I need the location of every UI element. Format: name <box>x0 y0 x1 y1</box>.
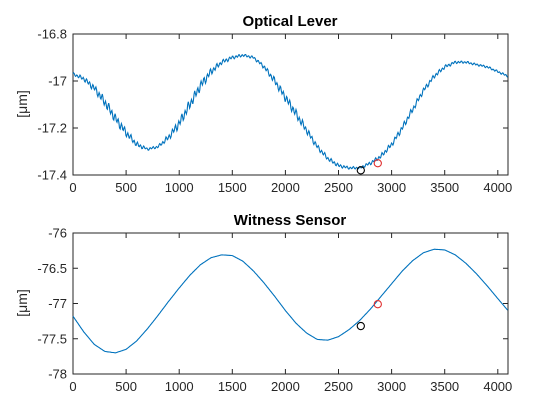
axis-ticks-witness-sensor: 0 500 1000 1500 2000 2500 3000 3500 4000 -76 -76.5… <box>37 226 512 395</box>
y-axis-label-optical-lever: [μm] <box>14 90 30 118</box>
markers-optical-lever <box>356 159 382 175</box>
black-circle-marker <box>356 321 365 331</box>
red-circle-marker <box>373 300 382 309</box>
x-tick-label-witness-sensor: 2000 <box>271 379 300 394</box>
y-tick-label-witness-sensor: -76.5 <box>37 261 67 276</box>
series-line-witness-sensor <box>72 248 509 354</box>
x-tick-label-witness-sensor: 3000 <box>377 379 406 394</box>
x-tick-label-optical-lever: 2000 <box>271 180 300 195</box>
y-tick-label-witness-sensor: -76 <box>48 226 67 241</box>
x-tick-label-optical-lever: 0 <box>69 180 76 195</box>
x-tick-label-optical-lever: 1500 <box>218 180 247 195</box>
y-axis-label-witness-sensor: [μm] <box>14 289 30 317</box>
x-tick-label-optical-lever: 2500 <box>324 180 353 195</box>
y-tick-label-witness-sensor: -77.5 <box>37 331 67 346</box>
x-tick-label-witness-sensor: 1500 <box>218 379 247 394</box>
x-tick-label-witness-sensor: 2500 <box>324 379 353 394</box>
black-circle-marker <box>356 166 365 175</box>
y-tick-label-witness-sensor: -78 <box>48 367 67 382</box>
y-tick-label-optical-lever: -17.2 <box>37 121 67 136</box>
x-tick-label-optical-lever: 4000 <box>483 180 512 195</box>
plot-area-witness-sensor <box>72 232 509 375</box>
x-tick-label-witness-sensor: 4000 <box>483 379 512 394</box>
y-tick-label-witness-sensor: -77 <box>48 296 67 311</box>
red-circle-marker <box>373 159 382 168</box>
x-tick-label-witness-sensor: 1000 <box>165 379 194 394</box>
panel-optical-lever: Optical Lever 0 500 1000 1500 2000 2500 3000 35… <box>14 13 512 195</box>
x-tick-label-witness-sensor: 3500 <box>430 379 459 394</box>
chart-title-optical-lever: Optical Lever <box>242 13 337 30</box>
x-tick-label-optical-lever: 1000 <box>165 180 194 195</box>
y-tick-label-optical-lever: -17 <box>48 74 67 89</box>
x-tick-label-witness-sensor: 500 <box>115 379 137 394</box>
chart-title-witness-sensor: Witness Sensor <box>234 212 347 229</box>
panel-witness-sensor: Witness Sensor 0 500 1000 1500 2000 2500 3000 3… <box>14 212 512 394</box>
axis-ticks-optical-lever: 0 500 1000 1500 2000 2500 3000 3500 4000 -16.8 -17… <box>37 27 512 196</box>
x-tick-label-optical-lever: 500 <box>115 180 137 195</box>
markers-witness-sensor <box>356 300 382 331</box>
x-tick-label-optical-lever: 3500 <box>430 180 459 195</box>
y-tick-label-optical-lever: -17.4 <box>37 168 67 183</box>
series-line-optical-lever <box>72 53 509 170</box>
x-tick-label-witness-sensor: 0 <box>69 379 76 394</box>
y-tick-label-optical-lever: -16.8 <box>37 27 67 42</box>
x-tick-label-optical-lever: 3000 <box>377 180 406 195</box>
